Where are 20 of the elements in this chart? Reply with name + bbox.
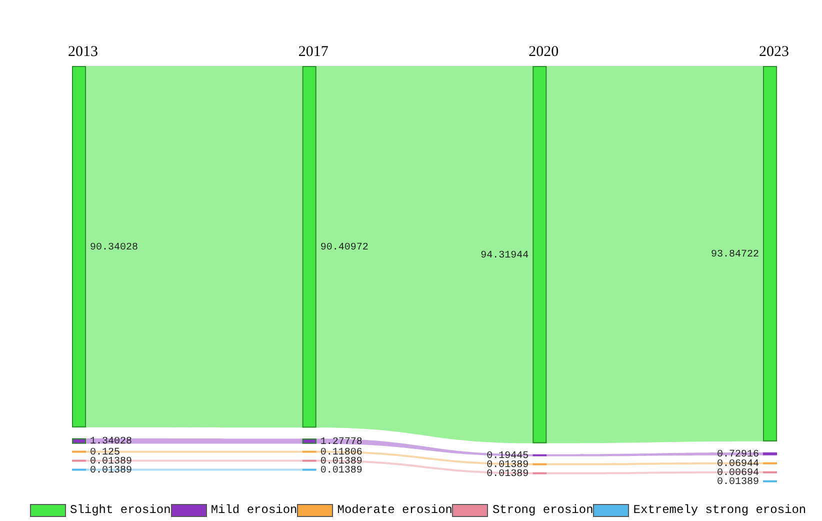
legend-label: Slight erosion: [70, 503, 171, 517]
legend-label: Moderate erosion: [337, 503, 452, 517]
data-label: 0.72916: [716, 449, 759, 460]
data-label: 90.34028: [90, 242, 138, 254]
category-label: 2023: [759, 44, 789, 60]
category-label: 2013: [68, 44, 98, 60]
data-label: 93.84722: [710, 249, 759, 260]
category-label: 2020: [528, 44, 559, 60]
legend-label: Mild erosion: [210, 503, 298, 517]
category-label: 2017: [298, 44, 329, 60]
data-label: 90.40972: [320, 242, 368, 254]
data-label: 0.01389: [90, 465, 132, 476]
legend-label: Strong erosion: [492, 503, 594, 517]
data-label: 1.34028: [90, 436, 132, 448]
data-label: 0.01389: [320, 465, 362, 476]
data-label: 1.27778: [320, 436, 362, 448]
legend-label: Extremely strong erosion: [633, 503, 806, 517]
data-label: 94.31944: [480, 250, 529, 262]
data-label: 0.01389: [716, 476, 759, 488]
data-label: 0.01389: [486, 468, 529, 480]
